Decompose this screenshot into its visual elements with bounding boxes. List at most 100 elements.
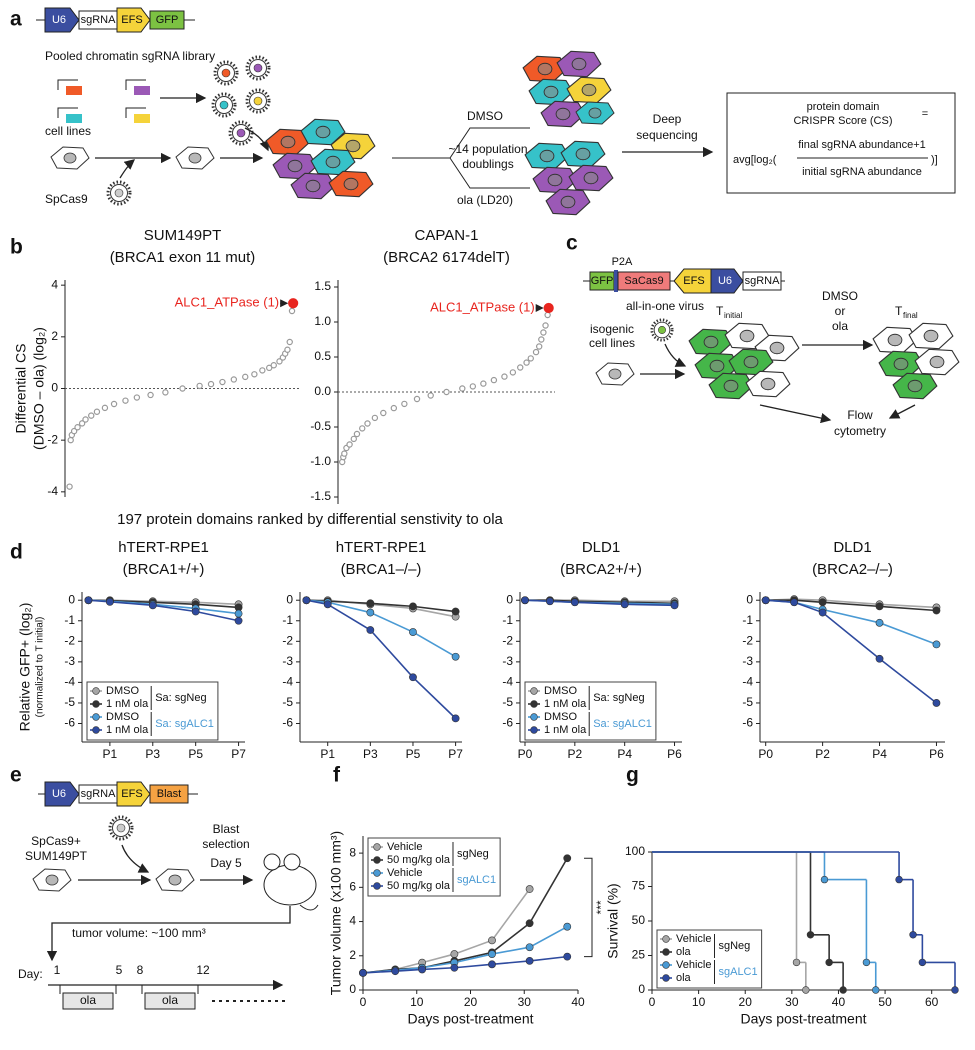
- vector-element: [44, 781, 80, 807]
- panel-label: c: [566, 232, 578, 255]
- y-tick-label: -4: [282, 675, 293, 689]
- x-tick-label: P0: [518, 747, 533, 761]
- point: [792, 958, 801, 967]
- point: [88, 412, 95, 419]
- legend-label: Vehicle: [387, 841, 422, 853]
- cell: [595, 362, 635, 386]
- point: [525, 957, 534, 965]
- vector-element: [614, 270, 618, 292]
- x-axis-label: Days post-treatment: [740, 1011, 866, 1027]
- x-tick-label: P5: [406, 747, 421, 761]
- point: [459, 385, 466, 392]
- point: [162, 389, 169, 396]
- x-tick-label: 10: [692, 995, 706, 1009]
- day-label: Day:: [18, 967, 43, 981]
- point: [66, 483, 73, 490]
- y-tick-label: -5: [502, 695, 513, 709]
- x-axis-label: 197 protein domains ranked by differenti…: [117, 511, 503, 528]
- vector-element: [149, 784, 189, 804]
- y-tick-label: 25: [632, 948, 646, 962]
- readout-label: cytometry: [834, 424, 886, 438]
- dosing-label: ola: [80, 993, 96, 1007]
- y-tick-label: -6: [742, 716, 753, 730]
- point: [359, 425, 366, 432]
- y-tick-label: 1.0: [314, 314, 331, 328]
- annotation: ALC1_ATPase (1): [430, 299, 535, 314]
- x-tick-label: 60: [925, 995, 939, 1009]
- point: [839, 986, 847, 994]
- legend-label: DMSO: [106, 711, 139, 723]
- point: [391, 967, 400, 976]
- y-tick-label: 0: [286, 592, 293, 606]
- point: [532, 348, 540, 356]
- y-axis-label: Tumor volume (x100 mm³): [328, 831, 344, 995]
- selection-label: Blast: [213, 822, 240, 836]
- doublings-label: doublings: [462, 157, 513, 171]
- point: [70, 427, 78, 435]
- y-tick-label: 0.0: [314, 384, 331, 398]
- x-tick-label: P7: [448, 747, 463, 761]
- vector-label: sgRNA: [745, 275, 781, 287]
- library-gene: [57, 79, 146, 118]
- dosing-label: ola: [162, 993, 178, 1007]
- arrow: [121, 844, 150, 873]
- legend-label: Vehicle: [676, 959, 711, 971]
- vector-element: [710, 268, 744, 294]
- virus: [228, 120, 254, 146]
- y-tick-label: 0: [638, 982, 645, 996]
- legend-box: [86, 681, 219, 741]
- y-tick-label: -1: [742, 613, 753, 627]
- y-tick-label: -4: [64, 675, 75, 689]
- chart-subtitle: (BRCA2–/–): [812, 561, 893, 578]
- x-tick-label: P1: [320, 747, 335, 761]
- cell: [556, 50, 602, 78]
- y-tick-label: 4: [51, 277, 58, 291]
- virus-label: all-in-one virus: [626, 299, 704, 313]
- point: [286, 338, 293, 346]
- x-tick-label: P3: [363, 747, 378, 761]
- cell: [528, 78, 574, 106]
- y-tick-label: 6: [349, 880, 356, 894]
- chart-subtitle: (BRCA2 6174delT): [383, 249, 510, 266]
- point: [234, 616, 243, 625]
- legend-swatch: [92, 700, 100, 708]
- point: [427, 392, 434, 399]
- y-tick-label: -2: [64, 633, 75, 647]
- x-tick-label: 20: [739, 995, 753, 1009]
- point: [542, 322, 549, 329]
- cell: [50, 146, 90, 170]
- point: [359, 968, 367, 977]
- y-tick-label: -0.5: [310, 419, 331, 433]
- x-tick-label: P2: [567, 747, 582, 761]
- legend-label: ola: [676, 972, 692, 984]
- point: [390, 404, 398, 412]
- vector-label: EFS: [683, 275, 704, 287]
- panel-label: a: [10, 8, 22, 31]
- cell: [310, 148, 356, 176]
- y-tick-label: -2: [742, 633, 753, 647]
- point: [932, 699, 941, 707]
- panel-label: f: [333, 764, 341, 787]
- formula-text: CRISPR Score (CS): [793, 115, 892, 127]
- significance-bracket: [584, 857, 593, 958]
- cell: [688, 328, 734, 356]
- day-tick: 1: [54, 963, 61, 977]
- formula-box: [726, 92, 956, 194]
- selection-label: Day 5: [210, 856, 242, 870]
- formula-text: avg[log₂(: [733, 154, 777, 166]
- point: [875, 654, 884, 663]
- chart-title: SUM149PT: [144, 227, 222, 244]
- point: [620, 600, 629, 609]
- legend-group: sgNeg: [718, 940, 750, 952]
- point: [875, 602, 884, 611]
- vector-element: [116, 7, 151, 33]
- point: [818, 608, 827, 617]
- legend-swatch: [92, 687, 100, 695]
- virus: [650, 318, 674, 342]
- y-tick-label: -2: [502, 633, 513, 647]
- highlight-point: [543, 302, 554, 314]
- point: [122, 397, 129, 404]
- point: [469, 383, 477, 390]
- panel-label: b: [10, 236, 23, 259]
